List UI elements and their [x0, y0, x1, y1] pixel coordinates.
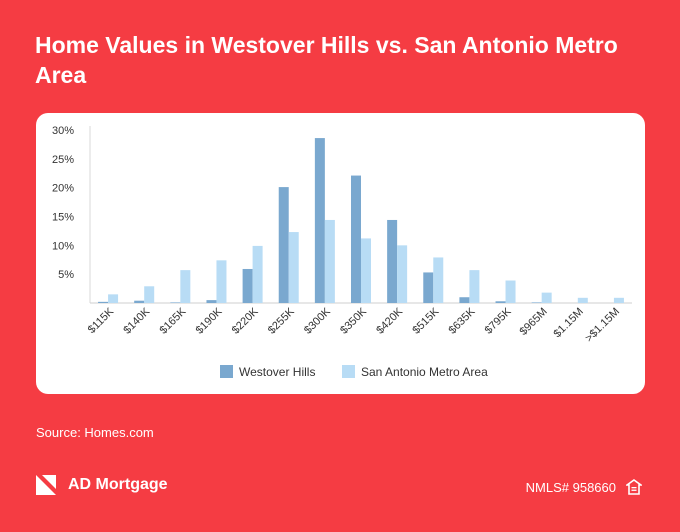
x-tick-label: $300K — [302, 305, 333, 336]
bar-san-antonio — [144, 286, 155, 303]
legend-label: Westover Hills — [239, 365, 315, 379]
ad-mortgage-logo-icon — [36, 475, 56, 495]
x-tick-label: >$1.15M — [583, 306, 622, 345]
legend-label: San Antonio Metro Area — [361, 365, 488, 379]
y-tick-label: 5% — [58, 269, 74, 281]
bar-westover-hills — [459, 297, 470, 303]
bar-san-antonio — [541, 292, 552, 303]
bar-westover-hills — [206, 300, 217, 303]
brand-name: AD Mortgage — [68, 476, 168, 493]
bar-westover-hills — [387, 219, 398, 303]
x-tick-label: $515K — [410, 305, 441, 336]
y-tick-label: 20% — [52, 183, 74, 195]
bar-westover-hills — [351, 175, 361, 303]
bar-san-antonio — [288, 232, 299, 303]
equal-housing-icon — [626, 479, 642, 495]
bar-westover-hills — [134, 300, 145, 303]
x-tick-label: $140K — [121, 305, 152, 336]
y-tick-label: 15% — [52, 212, 74, 224]
y-tick-label: 10% — [52, 240, 74, 252]
x-tick-label: $1.15M — [551, 306, 585, 340]
bar-westover-hills — [531, 302, 542, 303]
bar-san-antonio — [433, 257, 444, 303]
y-tick-label: 30% — [52, 125, 74, 137]
bar-chart: 30% 25% 20% 15% 10% 5% $115K $140K $165K $190K $22… — [52, 125, 632, 379]
bar-westover-hills — [242, 268, 253, 303]
page-title: Home Values in Westover Hills vs. San An… — [35, 32, 618, 88]
legend-swatch-westover-hills — [220, 365, 233, 378]
x-tick-label: $635K — [447, 305, 478, 336]
bar-westover-hills — [278, 187, 289, 303]
bar-san-antonio — [252, 245, 263, 303]
x-tick-label: $350K — [338, 305, 369, 336]
x-tick-label: $420K — [374, 305, 405, 336]
x-tick-label: $795K — [483, 305, 514, 336]
nmls-number: NMLS# 958660 — [525, 479, 616, 495]
y-tick-label: 25% — [52, 154, 74, 166]
bar-westover-hills — [170, 302, 181, 303]
bar-westover-hills — [423, 272, 434, 303]
brand: AD Mortgage — [36, 472, 168, 498]
bar-san-antonio — [613, 297, 624, 303]
x-tick-label: $965M — [518, 306, 550, 338]
bar-westover-hills — [98, 301, 109, 303]
bar-san-antonio — [361, 238, 371, 303]
bar-san-antonio — [577, 297, 588, 303]
chart-card: 30% 25% 20% 15% 10% 5% $115K $140K $165K $190K $22… — [36, 113, 645, 394]
bar-san-antonio — [397, 245, 408, 303]
bar-san-antonio — [108, 294, 119, 303]
bar-san-antonio — [469, 270, 480, 303]
x-tick-label: $220K — [230, 305, 261, 336]
bar-san-antonio — [505, 280, 516, 303]
x-tick-label: $115K — [86, 305, 117, 336]
bar-westover-hills — [314, 138, 325, 303]
bar-san-antonio — [180, 270, 191, 303]
bar-westover-hills — [495, 301, 506, 303]
nmls-block: NMLS# 958660 — [526, 479, 642, 495]
bar-san-antonio — [324, 219, 335, 303]
legend-swatch-san-antonio — [342, 365, 355, 378]
x-tick-label: $190K — [194, 305, 225, 336]
x-tick-label: $255K — [266, 305, 297, 336]
x-tick-label: $165K — [157, 305, 188, 336]
source-note: Source: Homes.com — [36, 425, 154, 440]
bar-san-antonio — [216, 260, 227, 303]
